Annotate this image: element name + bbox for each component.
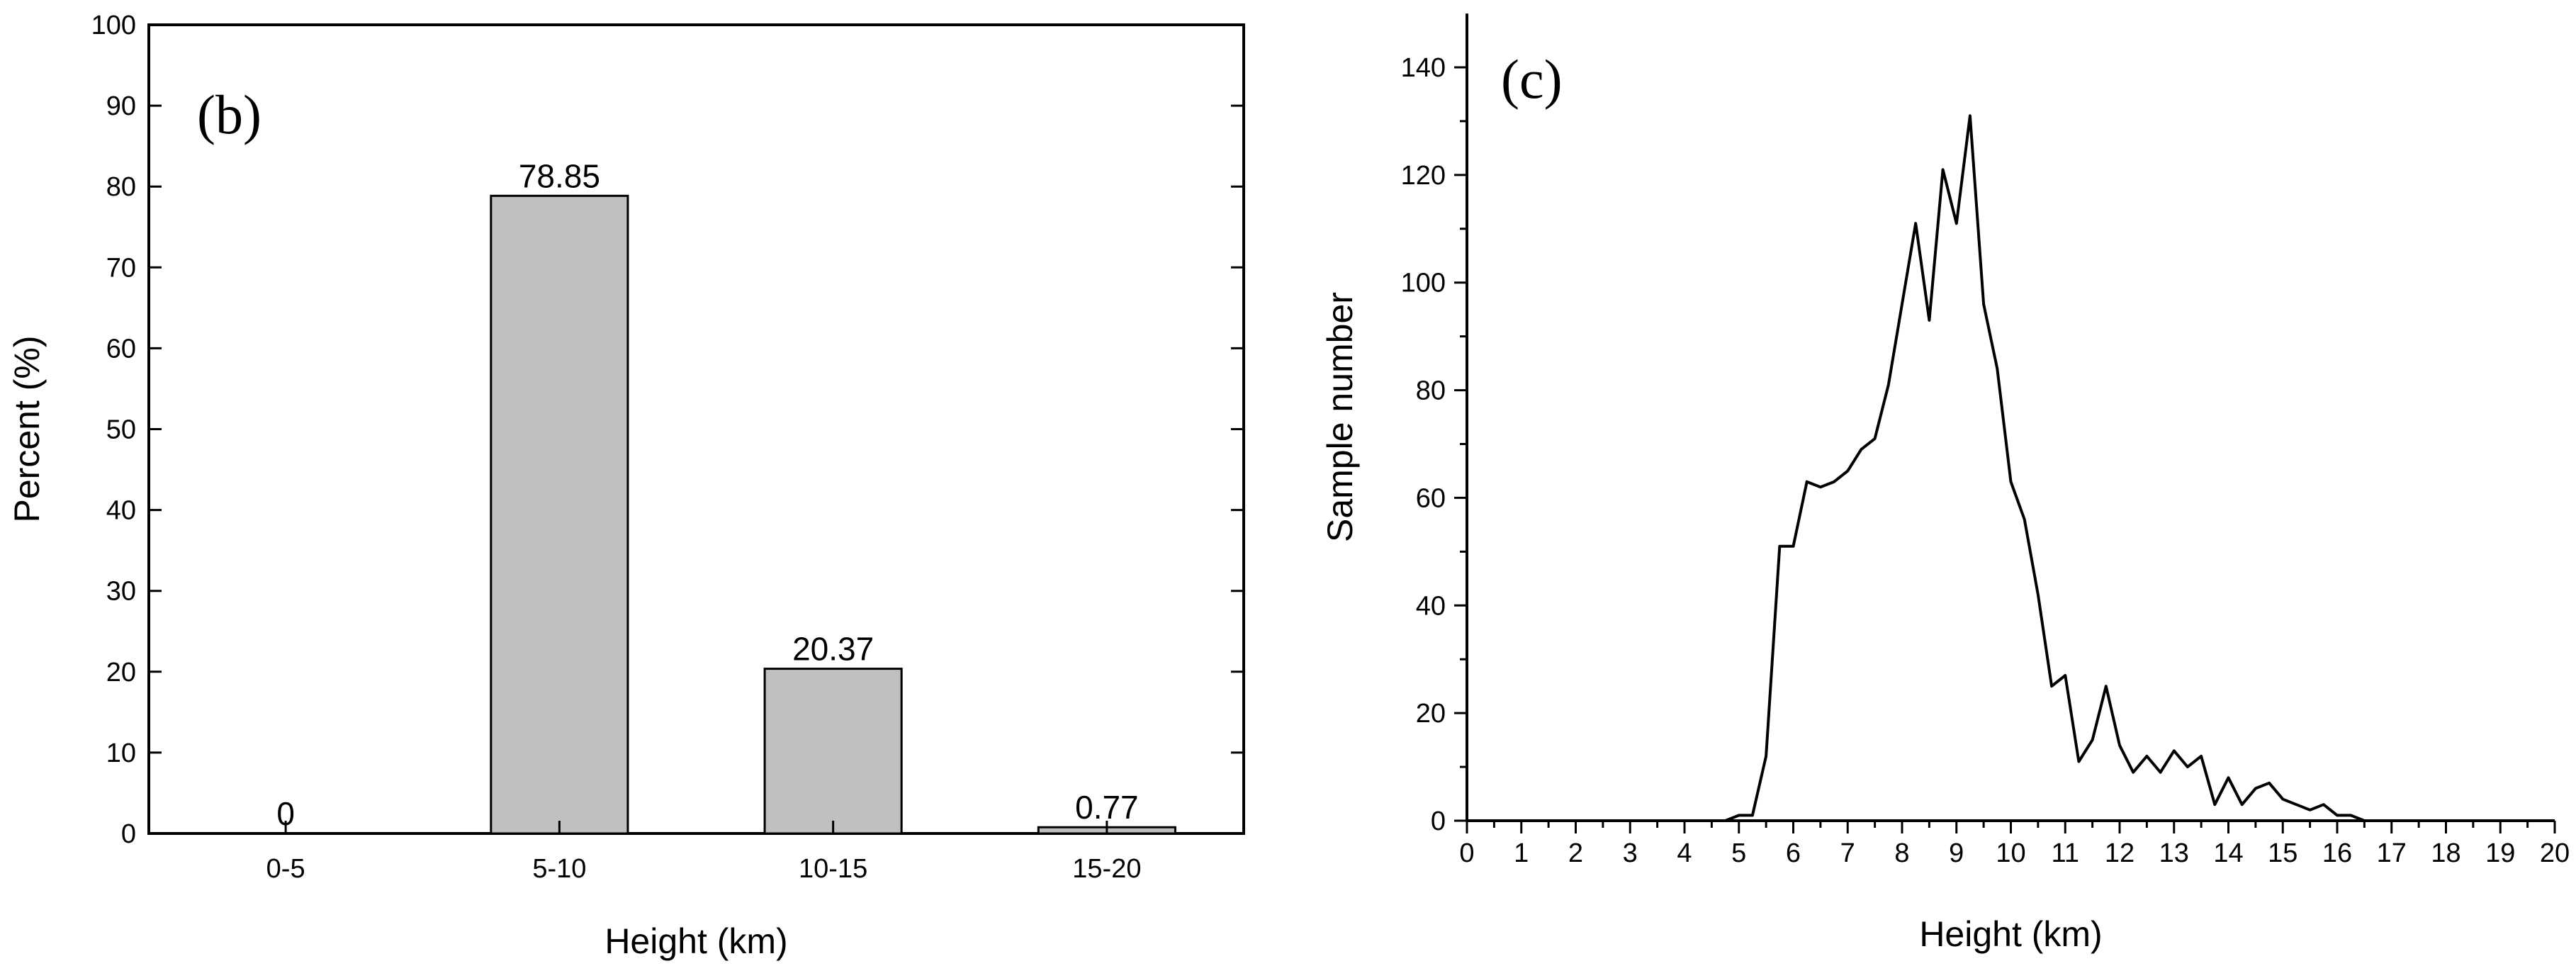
- y-axis-title-c: Sample number: [1320, 292, 1360, 542]
- y-tick-label-c: 120: [1401, 161, 1446, 191]
- x-tick-label-c: 15: [2268, 838, 2297, 868]
- x-tick-label-c: 19: [2485, 838, 2515, 868]
- y-tick-label-b: 80: [106, 172, 136, 202]
- y-tick-label-c: 0: [1431, 807, 1446, 836]
- bar-5-10: [490, 194, 629, 835]
- series-line-sample-number: [1467, 114, 2366, 822]
- x-tick-label-c: 6: [1786, 838, 1801, 868]
- x-tick-label-5-10: 5-10: [532, 854, 586, 884]
- x-tick-label-c: 14: [2213, 838, 2243, 868]
- x-axis-title-b: Height (km): [604, 921, 787, 961]
- x-tick-label-c: 13: [2159, 838, 2189, 868]
- x-tick-label-c: 17: [2377, 838, 2407, 868]
- panel-label-b: (b): [197, 84, 261, 145]
- x-tick-label-c: 5: [1731, 838, 1746, 868]
- x-tick-label-c: 0: [1459, 838, 1474, 868]
- y-tick-label-c: 80: [1416, 376, 1446, 406]
- y-tick-label-b: 40: [106, 496, 136, 526]
- bar-chart-panel-b: 010203040506070809010000-578.855-1020.37…: [7, 11, 1245, 961]
- x-tick-label-c: 18: [2431, 838, 2460, 868]
- y-tick-label-c: 140: [1401, 53, 1446, 83]
- panel-label-c: (c): [1501, 48, 1563, 110]
- x-tick-label-c: 11: [2052, 838, 2079, 868]
- y-tick-label-b: 90: [106, 91, 136, 121]
- y-axis-title-b: Percent (%): [7, 336, 47, 523]
- data-label-10-15: 20.37: [792, 631, 874, 668]
- plot-frame-b: [147, 23, 1245, 835]
- x-tick-label-c: 16: [2322, 838, 2352, 868]
- y-tick-label-b: 0: [121, 819, 136, 849]
- data-label-5-10: 78.85: [519, 157, 600, 194]
- x-tick-label-c: 20: [2540, 838, 2570, 868]
- y-tick-label-b: 100: [91, 11, 136, 40]
- x-tick-label-c: 9: [1949, 838, 1964, 868]
- x-tick-label-c: 10: [1996, 838, 2025, 868]
- x-tick-label-c: 1: [1514, 838, 1529, 868]
- x-tick-label-0-5: 0-5: [266, 854, 305, 884]
- x-tick-label-15-20: 15-20: [1072, 854, 1141, 884]
- y-tick-label-c: 40: [1416, 591, 1446, 621]
- bar-10-15: [763, 668, 903, 835]
- y-tick-label-c: 60: [1416, 483, 1446, 513]
- y-tick-label-c: 100: [1401, 269, 1446, 298]
- x-tick-label-10-15: 10-15: [799, 854, 867, 884]
- x-tick-label-c: 4: [1677, 838, 1692, 868]
- y-tick-label-b: 60: [106, 334, 136, 364]
- y-tick-label-b: 10: [106, 738, 136, 768]
- y-tick-label-c: 20: [1416, 699, 1446, 729]
- y-tick-label-b: 70: [106, 253, 136, 283]
- x-tick-label-c: 2: [1568, 838, 1583, 868]
- x-tick-label-c: 12: [2105, 838, 2135, 868]
- y-tick-label-b: 20: [106, 658, 136, 687]
- x-tick-label-c: 3: [1623, 838, 1638, 868]
- data-label-15-20: 0.77: [1075, 789, 1139, 826]
- x-tick-label-c: 7: [1840, 838, 1855, 868]
- y-tick-label-b: 50: [106, 415, 136, 445]
- x-tick-label-c: 8: [1894, 838, 1909, 868]
- y-tick-label-b: 30: [106, 577, 136, 607]
- x-axis-title-c: Height (km): [1919, 914, 2102, 954]
